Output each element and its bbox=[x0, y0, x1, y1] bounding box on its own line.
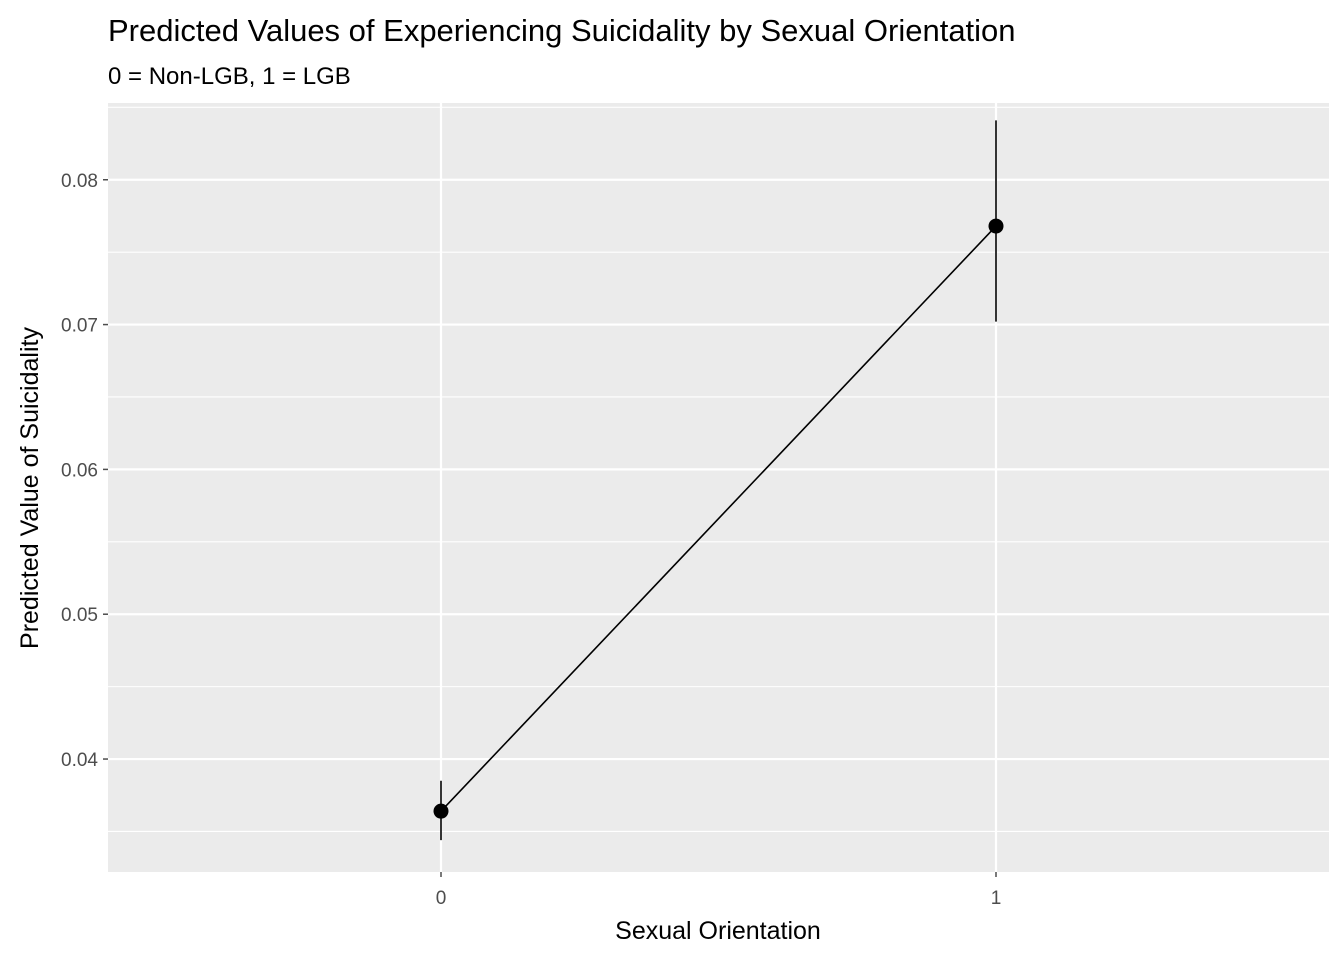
data-point bbox=[433, 803, 449, 819]
x-tick-label: 0 bbox=[436, 888, 447, 909]
y-tick-label: 0.07 bbox=[61, 316, 98, 337]
chart-title: Predicted Values of Experiencing Suicida… bbox=[108, 13, 1016, 48]
grid-lines bbox=[108, 103, 1329, 872]
series-line bbox=[440, 225, 997, 812]
y-tick-label: 0.05 bbox=[61, 605, 98, 626]
plot-panel bbox=[108, 103, 1329, 872]
chart-subtitle: 0 = Non-LGB, 1 = LGB bbox=[108, 63, 351, 90]
x-tick-label: 1 bbox=[991, 888, 1002, 909]
data-point bbox=[988, 218, 1004, 234]
data-marks bbox=[433, 120, 1004, 841]
y-tick-label: 0.08 bbox=[61, 171, 98, 192]
y-tick-label: 0.06 bbox=[61, 460, 98, 481]
axis-ticks: 0.04 0.05 0.06 0.07 0.08 0 1 bbox=[61, 171, 1001, 909]
x-axis-title: Sexual Orientation bbox=[615, 917, 821, 945]
y-axis-title: Predicted Value of Suicidality bbox=[16, 327, 44, 649]
y-tick-label: 0.04 bbox=[61, 750, 98, 771]
